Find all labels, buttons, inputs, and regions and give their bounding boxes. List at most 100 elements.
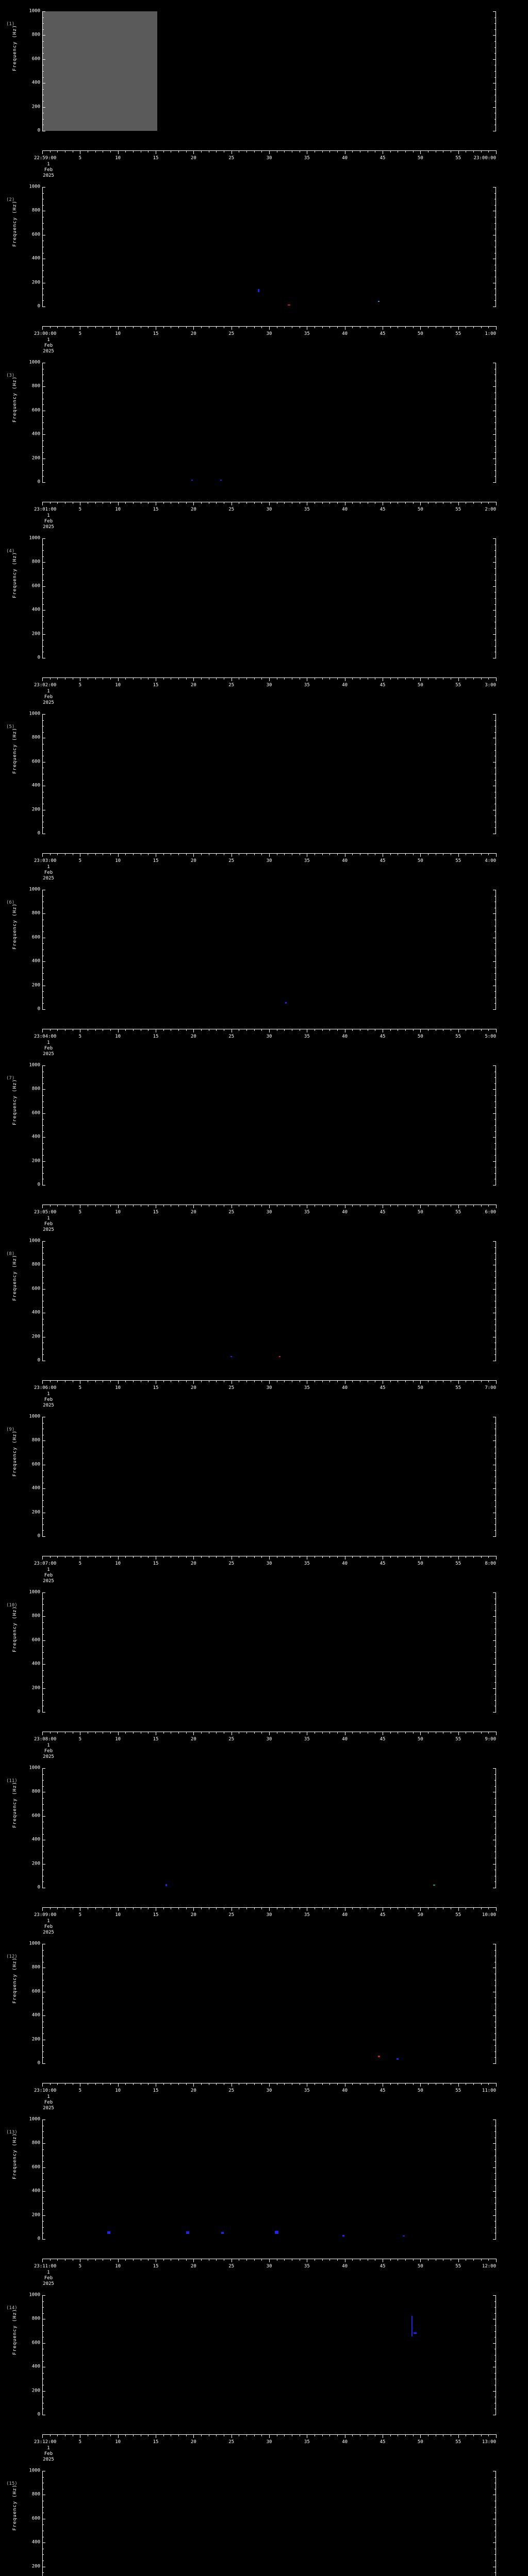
time-axis-major-tick xyxy=(458,502,459,505)
date-line: Feb xyxy=(44,870,53,875)
time-axis-minor-tick xyxy=(133,150,134,152)
time-axis-major-tick xyxy=(496,2434,497,2438)
time-axis-tick-label: 10 xyxy=(115,1210,121,1215)
time-axis-minor-tick xyxy=(322,1205,323,1207)
y-axis-minor-tick xyxy=(42,300,44,301)
time-axis-major-tick xyxy=(269,2434,270,2438)
time-axis[interactable]: 22:59:00 5 10 15 20 25 30 35 40 45 50 55 23:00:00 1 Fe… xyxy=(34,150,497,178)
y-axis-tick-right xyxy=(493,1536,496,1537)
time-axis[interactable]: 23:06:00 5 10 15 20 25 30 35 40 45 50 55 7:00 1 Feb 202… xyxy=(34,1380,497,1408)
y-axis-tick xyxy=(42,2191,45,2192)
time-axis-minor-tick xyxy=(125,1907,126,1909)
time-axis-minor-tick xyxy=(261,150,262,152)
spectrogram-panel[interactable]: (14) Frequency (Hz) 0 200 400 600 800 1000 23:12… xyxy=(0,2284,528,2462)
time-axis-minor-tick xyxy=(178,677,179,680)
date-line: 2025 xyxy=(43,1403,54,1408)
y-axis-tick-label: 1000 xyxy=(29,887,40,892)
spectrogram-panel[interactable]: (6) Frequency (Hz) 0 200 400 600 800 1000 23:04:… xyxy=(0,878,528,1057)
time-axis-tick-label: 15 xyxy=(153,156,159,161)
spectrogram-panel[interactable]: (3) Frequency (Hz) 0 200 400 600 800 1000 23:01:… xyxy=(0,351,528,530)
time-axis-major-tick xyxy=(458,150,459,154)
y-axis-minor-tick xyxy=(42,416,44,417)
spectrogram-panel[interactable]: (15)Frequency (Hz)0200400600800100023:13… xyxy=(0,2460,528,2576)
spectrogram-panel[interactable]: (4) Frequency (Hz) 0 200 400 600 800 1000 23:02:… xyxy=(0,527,528,705)
time-axis-minor-tick xyxy=(390,2434,391,2436)
time-axis-major-tick xyxy=(193,2083,194,2087)
time-axis-tick-label: 30 xyxy=(266,507,272,512)
time-axis-end-label: 10:00 xyxy=(482,1912,496,1918)
spectrogram-panel[interactable]: (13) Frequency (Hz) 0 200 400 600 800 1000 23:11… xyxy=(0,2108,528,2286)
spectrogram-panel[interactable]: (12) Frequency (Hz) 0 200 400 600 800 1000 23:10… xyxy=(0,1933,528,2111)
time-axis-date-stack: 1 Feb 2025 xyxy=(27,865,70,882)
y-axis-minor-tick xyxy=(42,1101,44,1102)
time-axis-tick-label: 25 xyxy=(228,1912,235,1918)
spectrogram-panel[interactable]: (11) Frequency (Hz) 0 200 400 600 800 1000 23:09… xyxy=(0,1757,528,1935)
time-axis[interactable]: 23:11:00 5 10 15 20 25 30 35 40 45 50 55 12:00 1 Feb 20… xyxy=(34,2259,497,2286)
y-axis-tick-right xyxy=(493,187,496,188)
y-axis-minor-tick xyxy=(42,1652,44,1653)
time-axis-minor-tick xyxy=(201,1732,202,1734)
time-axis[interactable]: 23:00:00 5 10 15 20 25 30 35 40 45 50 55 1:00 1 Feb 202… xyxy=(34,326,497,354)
time-axis-major-tick xyxy=(118,677,119,681)
y-axis-tick-label: 200 xyxy=(31,2388,40,2394)
y-axis-minor-tick xyxy=(42,1500,44,1501)
y-axis-minor-tick-right xyxy=(494,2209,496,2210)
time-axis[interactable]: 23:07:00 5 10 15 20 25 30 35 40 45 50 55 8:00 1 Feb 202… xyxy=(34,1556,497,1584)
time-axis[interactable]: 23:09:00 5 10 15 20 25 30 35 40 45 50 55 10:00 1 Feb 20… xyxy=(34,1907,497,1935)
date-line: 2025 xyxy=(43,524,54,530)
time-axis[interactable]: 23:10:00 5 10 15 20 25 30 35 40 45 50 55 11:00 1 Feb 20… xyxy=(34,2083,497,2111)
time-axis-major-tick xyxy=(42,853,43,857)
time-axis-minor-tick xyxy=(284,2259,285,2261)
time-axis[interactable]: 23:02:00 5 10 15 20 25 30 35 40 45 50 55 3:00 1 Feb 202… xyxy=(34,677,497,705)
time-axis[interactable]: 23:05:00 5 10 15 20 25 30 35 40 45 50 55 6:00 1 Feb 202… xyxy=(34,1205,497,1232)
time-axis-minor-tick xyxy=(246,1732,247,1734)
time-axis-tick-label: 25 xyxy=(228,2264,235,2269)
y-axis-tick-right xyxy=(493,1664,496,1665)
time-axis[interactable]: 23:03:00 5 10 15 20 25 30 35 40 45 50 55 4:00 1 Feb 202… xyxy=(34,853,497,881)
spectrogram-panel[interactable]: (2) Frequency (Hz) 0 200 400 600 800 1000 23:00:… xyxy=(0,176,528,354)
time-axis[interactable]: 23:04:00 5 10 15 20 25 30 35 40 45 50 55 5:00 1 Feb 202… xyxy=(34,1029,497,1057)
y-axis-spine-left xyxy=(42,2471,43,2576)
y-axis-tick-label: 600 xyxy=(31,2516,40,2521)
time-axis[interactable]: 23:12:00 5 10 15 20 25 30 35 40 45 50 55 13:00 1 Feb 20… xyxy=(34,2434,497,2462)
y-axis-minor-tick xyxy=(42,29,44,30)
time-axis-major-tick xyxy=(269,853,270,857)
time-axis-tick-label: 20 xyxy=(190,1210,196,1215)
y-axis-minor-tick-right xyxy=(494,574,496,575)
spectrogram-panel[interactable]: (8) Frequency (Hz) 0 200 400 600 800 1000 23:06:… xyxy=(0,1230,528,1408)
y-axis-minor-tick-right xyxy=(494,470,496,471)
time-axis-date-stack: 1 Feb 2025 xyxy=(27,1743,70,1760)
time-axis-minor-tick xyxy=(488,853,489,855)
time-axis-major-tick xyxy=(118,1907,119,1911)
spectrogram-panel[interactable]: (7) Frequency (Hz) 0 200 400 600 800 1000 23:05:… xyxy=(0,1054,528,1232)
spectrogram-panel[interactable]: (10) Frequency (Hz) 0 200 400 600 800 1000 23:08… xyxy=(0,1581,528,1759)
spectrogram-panel[interactable]: (5) Frequency (Hz) 0 200 400 600 800 1000 23:03:… xyxy=(0,703,528,881)
time-axis[interactable]: 23:01:00 5 10 15 20 25 30 35 40 45 50 55 2:00 1 Feb 202… xyxy=(34,502,497,530)
time-axis-major-tick xyxy=(496,1907,497,1911)
y-axis-minor-tick xyxy=(42,931,44,933)
y-axis-minor-tick xyxy=(42,2179,44,2180)
spectrogram-panel[interactable]: (1) Frequency (Hz) 0 200 400 600 800 1000 22:59:… xyxy=(0,0,528,178)
time-axis-minor-tick xyxy=(329,1732,331,1734)
time-axis-minor-tick xyxy=(390,1556,391,1558)
spectrogram-panel[interactable]: (9) Frequency (Hz) 0 200 400 600 800 1000 23:07:… xyxy=(0,1405,528,1584)
y-axis-tick-label: 0 xyxy=(37,655,40,660)
y-axis-minor-tick xyxy=(42,2149,44,2150)
time-axis[interactable]: 23:08:00 5 10 15 20 25 30 35 40 45 50 55 9:00 1 Feb 202… xyxy=(34,1732,497,1759)
y-axis-tick-label: 1000 xyxy=(29,184,40,190)
